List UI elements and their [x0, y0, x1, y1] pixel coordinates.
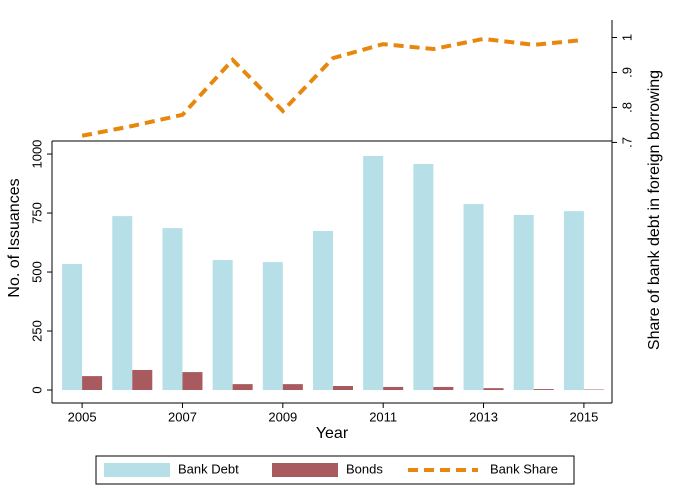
x-tick-label: 2009: [268, 409, 297, 424]
y-tick-label: 250: [29, 320, 44, 342]
bar: [433, 386, 454, 391]
y2-axis-label: Share of bank debt in foreign borrowing: [646, 70, 663, 350]
bar: [533, 389, 554, 391]
bar: [563, 211, 584, 391]
legend-label: Bank Debt: [178, 461, 239, 476]
bar: [463, 204, 484, 391]
bar: [212, 259, 233, 391]
y-tick-label: 500: [29, 261, 44, 283]
x-tick-label: 2015: [569, 409, 598, 424]
legend-swatch: [272, 463, 338, 477]
line-series: [81, 36, 585, 138]
bar: [313, 230, 334, 391]
bar: [162, 228, 183, 391]
bar: [112, 216, 133, 391]
bar: [282, 384, 303, 391]
bar: [483, 388, 504, 391]
bar: [132, 369, 153, 391]
bar: [182, 372, 203, 391]
x-tick-label: 2005: [68, 409, 97, 424]
y-axis-label: No. of Issuances: [6, 178, 23, 297]
legend-label: Bank Share: [490, 461, 558, 476]
bar: [363, 155, 384, 391]
x-tick-label: 2013: [469, 409, 498, 424]
y2-tick-label: .7: [619, 137, 634, 148]
bar: [262, 262, 283, 391]
bar: [232, 384, 253, 391]
x-tick-label: 2007: [168, 409, 197, 424]
y2-tick-label: 1: [619, 34, 634, 41]
y-tick-label: 1000: [29, 140, 44, 169]
y-tick-label: 750: [29, 202, 44, 224]
bar: [62, 264, 83, 391]
legend-label: Bonds: [346, 461, 383, 476]
bar: [413, 163, 434, 391]
bar: [333, 386, 354, 391]
x-tick-label: 2011: [369, 409, 397, 424]
y2-tick-label: .9: [619, 67, 634, 78]
bar: [513, 214, 534, 391]
x-axis-label: Year: [316, 425, 349, 442]
bar: [82, 376, 103, 391]
legend-swatch: [104, 463, 170, 477]
bar: [383, 386, 404, 391]
y-tick-label: 0: [29, 386, 44, 393]
y2-tick-label: .8: [619, 102, 634, 113]
